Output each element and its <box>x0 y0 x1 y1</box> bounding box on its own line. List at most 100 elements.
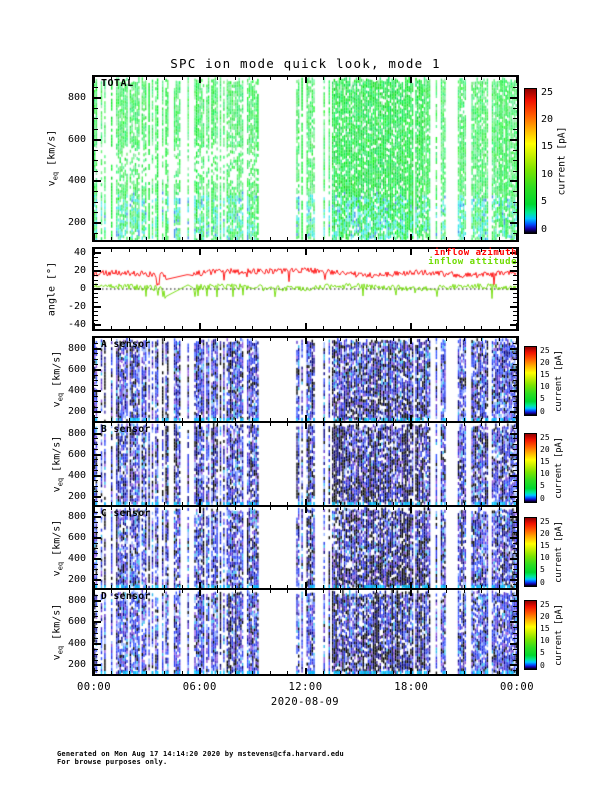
y-tick-mark <box>513 594 517 596</box>
x-tick-label: 12:00 <box>288 681 323 693</box>
y-tick-mark <box>94 266 98 268</box>
x-tick-mark <box>181 585 183 588</box>
x-tick-mark <box>375 671 377 674</box>
x-tick-mark <box>146 338 148 341</box>
x-tick-mark <box>516 338 518 344</box>
x-tick-mark <box>428 507 430 510</box>
x-tick-mark <box>252 326 254 329</box>
x-tick-mark <box>128 237 130 240</box>
x-tick-mark <box>111 585 113 588</box>
x-axis-date-label: 2020-08-09 <box>270 696 340 708</box>
x-tick-mark <box>216 585 218 588</box>
x-tick-mark <box>410 323 413 329</box>
y-tick-mark <box>510 390 517 393</box>
x-tick-mark <box>146 77 148 80</box>
x-tick-mark <box>516 249 518 255</box>
y-tick-mark <box>94 270 101 273</box>
x-tick-mark <box>111 671 113 674</box>
x-tick-mark <box>252 418 254 421</box>
y-tick-mark <box>94 469 98 471</box>
y-tick-mark <box>510 474 517 477</box>
x-tick-mark <box>357 338 359 341</box>
x-tick-mark <box>322 326 324 329</box>
x-tick-mark <box>198 582 201 588</box>
y-tick-mark <box>513 563 517 565</box>
x-tick-mark <box>93 338 95 344</box>
y-tick-mark <box>94 537 101 540</box>
x-tick-mark <box>446 590 447 593</box>
y-tick-mark <box>94 261 98 263</box>
y-tick-mark <box>510 180 517 183</box>
y-tick-mark <box>94 297 98 299</box>
x-tick-mark <box>234 423 236 426</box>
x-tick-mark <box>164 590 165 593</box>
y-tick-mark <box>94 107 98 109</box>
y-tick-mark <box>513 448 517 450</box>
x-tick-mark <box>181 338 183 341</box>
y-tick-mark <box>94 501 98 503</box>
x-tick-mark <box>93 423 95 429</box>
y-tick-mark <box>94 648 98 650</box>
y-tick-mark <box>94 292 98 294</box>
x-tick-mark <box>93 590 95 596</box>
x-tick-mark <box>393 507 395 510</box>
y-tick-mark <box>94 627 98 629</box>
x-tick-mark <box>252 507 254 510</box>
x-tick-mark <box>304 582 307 588</box>
colorbar-title: current [pA] <box>554 437 564 499</box>
panel-label-total: TOTAL <box>101 78 134 89</box>
y-tick-mark <box>513 385 517 387</box>
y-tick-mark <box>513 406 517 408</box>
colorbar-tick-label: 25 <box>540 599 550 609</box>
x-tick-mark <box>146 423 148 426</box>
x-tick-mark <box>410 590 413 596</box>
x-tick-mark <box>498 423 500 426</box>
x-tick-mark <box>269 423 271 426</box>
y-tick-mark <box>510 453 517 456</box>
x-tick-mark <box>234 590 236 593</box>
x-tick-mark <box>498 326 500 329</box>
x-tick-mark <box>375 590 377 593</box>
x-tick-mark <box>216 423 218 426</box>
x-tick-mark <box>498 249 500 252</box>
y-tick-mark <box>94 637 98 639</box>
panel-label-b-sensor: B sensor <box>101 424 151 435</box>
y-tick-label: 600 <box>67 532 86 544</box>
x-tick-mark <box>164 418 165 421</box>
y-tick-mark <box>513 342 517 344</box>
y-tick-label: 800 <box>67 91 86 103</box>
x-tick-mark <box>340 507 342 510</box>
colorbar-tick-label: 10 <box>540 553 550 563</box>
x-tick-mark <box>146 502 148 505</box>
y-tick-mark <box>94 542 98 544</box>
colorbar-tick-label: 10 <box>541 168 554 180</box>
y-tick-mark <box>510 288 517 290</box>
x-tick-mark <box>146 418 148 421</box>
y-tick-mark <box>513 191 517 193</box>
y-tick-mark <box>513 459 517 461</box>
x-tick-mark <box>252 423 254 426</box>
x-tick-mark <box>481 249 483 252</box>
x-tick-mark <box>481 590 483 593</box>
colorbar-tick-label: 25 <box>541 86 554 98</box>
colorbar-tick-label: 20 <box>540 444 550 454</box>
x-tick-mark <box>181 590 183 593</box>
x-tick-mark <box>428 502 430 505</box>
legend-inflow-attitude: inflow attitude <box>428 257 517 267</box>
x-tick-mark <box>234 418 236 421</box>
x-tick-mark <box>498 418 500 421</box>
y-tick-mark <box>94 599 101 602</box>
y-tick-mark <box>94 401 98 403</box>
y-tick-mark <box>510 96 517 99</box>
y-tick-label: 800 <box>67 511 86 523</box>
x-tick-mark <box>234 507 236 510</box>
x-tick-mark <box>322 77 324 80</box>
panel-a-sensor: A sensor <box>92 336 519 423</box>
y-tick-mark <box>94 417 98 419</box>
x-tick-mark <box>128 507 130 510</box>
y-tick-mark <box>94 233 98 235</box>
x-tick-mark <box>128 590 130 593</box>
y-tick-mark <box>94 170 98 172</box>
x-tick-mark <box>428 671 430 674</box>
